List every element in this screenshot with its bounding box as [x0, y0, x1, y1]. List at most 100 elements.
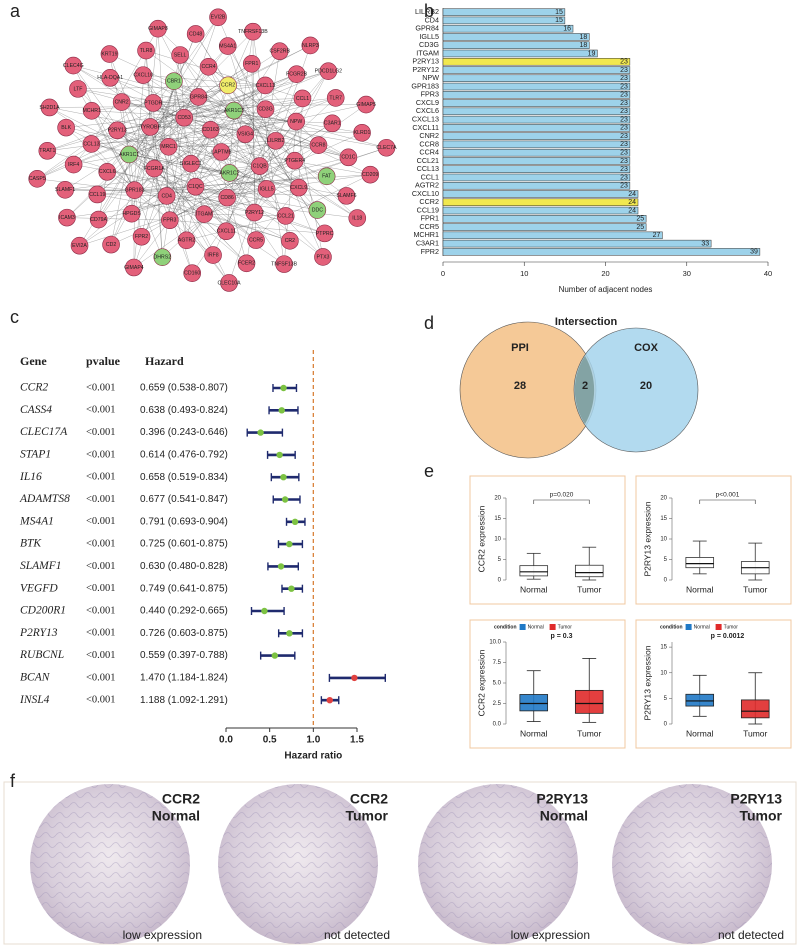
bar — [442, 215, 647, 223]
node-circle — [100, 45, 119, 63]
x-tick-label: 20 — [601, 269, 609, 278]
node-circle — [149, 19, 167, 38]
panel-frame — [469, 619, 626, 749]
legend-title: condition — [660, 624, 683, 630]
edge — [184, 117, 285, 265]
edge — [173, 81, 187, 241]
node-label: CCL1 — [296, 96, 309, 102]
node: GPR183 — [125, 181, 145, 200]
edge — [169, 220, 325, 234]
node: CD163 — [201, 120, 220, 139]
node: HPGDS — [122, 204, 141, 223]
node-label: ITGAM — [196, 212, 212, 218]
edge — [210, 129, 327, 177]
edge — [134, 102, 154, 191]
edge — [208, 66, 266, 110]
edge — [131, 140, 276, 214]
hazard-point — [277, 563, 285, 570]
node-label: TNFRSF13B — [238, 29, 268, 35]
gene-label: STAP1 — [20, 449, 51, 461]
value-label: 23 — [620, 92, 628, 99]
edge — [37, 45, 311, 179]
node-label: KRT19 — [101, 51, 117, 57]
edge — [37, 117, 185, 179]
node: NLRP3 — [301, 36, 320, 55]
node: P2RY13 — [108, 121, 127, 140]
value-label: 23 — [620, 108, 628, 115]
hazard-label: 0.614 (0.476-0.792) — [140, 450, 228, 461]
node-circle — [186, 177, 205, 196]
node: KRT19 — [100, 45, 119, 63]
bar — [442, 74, 631, 82]
bar — [442, 33, 590, 41]
node-label: CD1C — [341, 155, 355, 161]
node-label: CCL19 — [89, 192, 105, 198]
edge — [157, 28, 358, 219]
gene-label: CLEC17A — [20, 426, 68, 438]
node-label: CD3G — [258, 107, 272, 113]
bar — [442, 91, 631, 99]
node-circle — [125, 181, 144, 200]
node-circle — [242, 54, 261, 73]
hazard-label: 0.726 (0.603-0.875) — [140, 628, 228, 639]
hazard-label: 0.396 (0.243-0.646) — [140, 427, 228, 438]
node: CD86 — [218, 188, 236, 207]
hazard-point — [278, 407, 285, 414]
node-label: EVI2A — [72, 243, 87, 249]
category-label: CCL13 — [417, 164, 439, 173]
pvalue-label: <0.001 — [86, 561, 116, 572]
node: LILRB2 — [266, 132, 285, 150]
set-count: 28 — [514, 380, 526, 392]
pvalue-label: <0.001 — [86, 695, 116, 706]
node-label: CD48 — [189, 31, 202, 37]
node-circle — [195, 205, 213, 224]
node: FCGR2B — [286, 65, 308, 83]
edge — [229, 110, 235, 173]
node-circle — [339, 148, 358, 167]
panel-label: a — [10, 1, 21, 21]
edge — [47, 129, 211, 152]
gene-label: SLAMF1 — [20, 560, 62, 572]
edge — [37, 130, 118, 179]
hazard-label: 0.659 (0.538-0.807) — [140, 383, 228, 394]
edge — [98, 157, 349, 220]
bar — [442, 8, 566, 16]
gene-label: CD200R1 — [20, 605, 66, 617]
node-circle — [189, 88, 208, 106]
node: TYROBP — [140, 118, 161, 136]
node: CASP5 — [28, 169, 47, 188]
node-circle — [120, 145, 138, 164]
node-label: TRAT1 — [39, 148, 55, 154]
node: FCER2 — [237, 254, 256, 273]
box — [519, 694, 549, 712]
node-circle — [281, 232, 299, 250]
gene-label: BCAN — [20, 672, 51, 684]
bar — [442, 107, 631, 116]
x-tick-label: 40 — [764, 269, 772, 278]
node: CLEC10A — [217, 274, 241, 292]
legend-title: condition — [494, 624, 517, 630]
tissue-texture — [218, 784, 378, 944]
node-label: SLAMF1 — [55, 187, 75, 193]
node-label: FCGR1A — [144, 166, 166, 172]
panel-label: d — [424, 313, 434, 333]
edge — [204, 214, 290, 242]
edge — [143, 74, 358, 219]
category-label: CXCL11 — [412, 123, 439, 132]
node-circle — [141, 118, 160, 136]
node-label: FPR2 — [135, 234, 148, 240]
edge — [107, 17, 219, 172]
node: FAT — [317, 167, 336, 186]
node-label: TLR8 — [140, 48, 153, 54]
edge — [221, 151, 324, 258]
pvalue-label: <0.001 — [86, 449, 116, 460]
legend-label: Normal — [694, 624, 710, 630]
node: IL18 — [348, 209, 367, 227]
node: CR2 — [281, 232, 299, 250]
node-label: CR2 — [285, 238, 295, 244]
node-label: ICAM3 — [59, 215, 75, 221]
annotation: p = 0.3 — [551, 633, 573, 640]
node: CCR5 — [247, 231, 265, 249]
node-circle — [212, 143, 231, 161]
node: CNR2 — [112, 93, 131, 111]
